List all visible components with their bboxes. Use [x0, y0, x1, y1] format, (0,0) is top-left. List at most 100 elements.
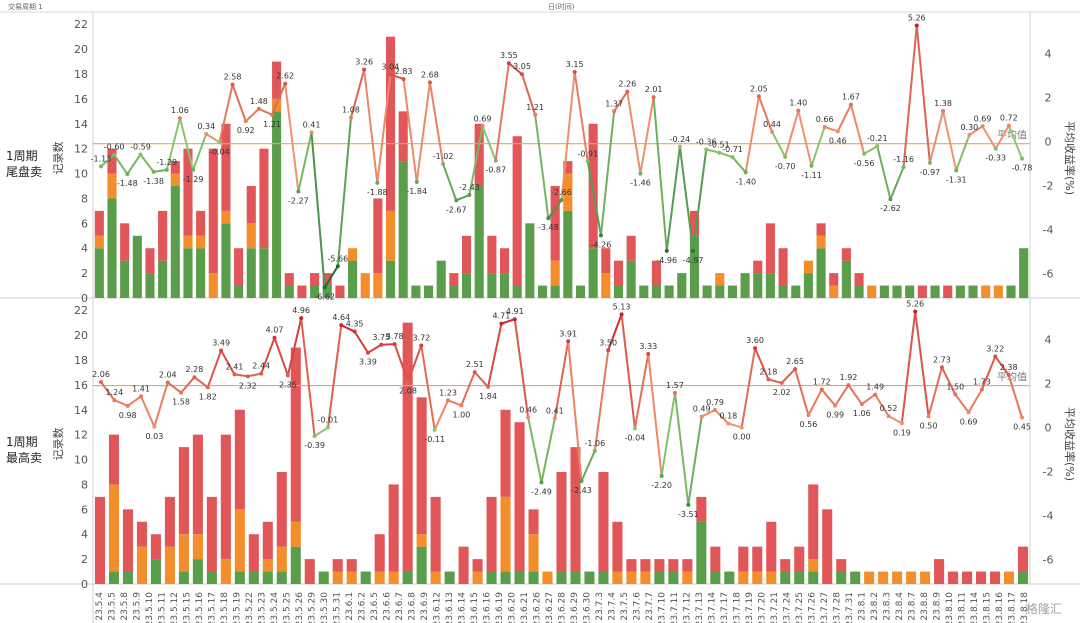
- line-segment: [153, 381, 169, 428]
- bar-segment: [346, 571, 357, 584]
- line-point: [835, 129, 840, 134]
- line-segment: [580, 449, 596, 483]
- bar-segment: [917, 285, 927, 298]
- bar-segment: [651, 260, 662, 286]
- line-segment: [113, 399, 129, 407]
- line-segment: [955, 133, 971, 172]
- line-point: [230, 82, 235, 87]
- bar-segment: [682, 571, 693, 584]
- x-tick-label: 23.6.6: [383, 592, 393, 621]
- bar-segment: [145, 248, 155, 274]
- line-segment: [1007, 124, 1023, 160]
- bar-segment: [668, 571, 679, 584]
- line-point: [848, 102, 853, 107]
- line-segment: [500, 318, 516, 325]
- line-point: [285, 373, 290, 378]
- data-label: -4.26: [591, 240, 612, 249]
- x-tick-label: 23.6.30: [582, 592, 592, 623]
- line-point: [243, 119, 248, 124]
- line-point: [846, 383, 851, 388]
- data-label: 1.21: [526, 103, 544, 112]
- x-tick-label: 23.5.12: [170, 592, 180, 623]
- line-point: [533, 112, 538, 117]
- line-point: [699, 414, 704, 419]
- bar-segment: [738, 546, 749, 572]
- data-label: 3.55: [500, 51, 518, 60]
- bar-segment: [262, 571, 273, 584]
- y2-tick-label: -2: [1043, 180, 1054, 193]
- bar-segment: [373, 198, 383, 274]
- bar-segment: [976, 571, 987, 584]
- line-segment: [784, 109, 800, 158]
- line-point: [822, 124, 827, 129]
- data-label: 1.67: [842, 93, 860, 102]
- data-label: 1.08: [342, 106, 360, 115]
- bar-segment: [122, 509, 133, 572]
- bar-segment: [499, 273, 510, 298]
- bar-segment: [968, 285, 978, 298]
- line-segment: [687, 415, 703, 506]
- bar-segment: [284, 273, 294, 286]
- y-tick-label: 2: [81, 553, 88, 566]
- header-left: 交易周期 1: [8, 3, 43, 11]
- line-segment: [731, 156, 747, 174]
- x-tick-label: 23.5.15: [183, 592, 193, 623]
- y-tick-label: 0: [81, 292, 88, 305]
- bar-segment: [234, 571, 245, 584]
- line-point: [552, 416, 557, 421]
- data-label: 3.33: [639, 342, 657, 351]
- bar-segment: [601, 273, 611, 298]
- bar-segment: [196, 235, 206, 249]
- line-segment: [647, 353, 663, 477]
- bar-segment: [120, 223, 130, 261]
- line-point: [165, 380, 170, 385]
- line-point: [467, 193, 472, 198]
- bar-segment: [651, 285, 662, 298]
- line-point: [259, 371, 264, 376]
- line-segment: [402, 78, 418, 184]
- line-segment: [994, 355, 1010, 376]
- y-tick-label: 16: [74, 93, 88, 106]
- x-tick-label: 23.7.3: [595, 592, 605, 621]
- bar-segment: [284, 285, 294, 298]
- bar-segment: [738, 571, 749, 584]
- bar-segment: [416, 397, 427, 535]
- data-label: -0.71: [722, 145, 743, 154]
- data-label: 0.18: [719, 411, 737, 420]
- bar-segment: [486, 496, 497, 572]
- bar-segment: [570, 447, 581, 572]
- x-tick-label: 23.7.20: [757, 592, 767, 623]
- y-tick-label: 10: [74, 168, 88, 181]
- line-segment: [244, 107, 260, 123]
- bar-segment: [753, 260, 763, 274]
- bar-segment: [854, 273, 864, 286]
- line-segment: [284, 82, 300, 193]
- line-point: [770, 129, 775, 134]
- bar-segment: [948, 571, 959, 584]
- data-label: -6.62: [314, 292, 335, 301]
- line-segment: [714, 409, 730, 425]
- row-label-1: 1周期 尾盘卖: [6, 148, 66, 180]
- bar-segment: [170, 173, 180, 186]
- line-segment: [100, 381, 116, 402]
- line-segment: [593, 349, 610, 452]
- line-segment: [660, 391, 676, 477]
- bar-segment: [346, 559, 357, 572]
- data-label: -0.36: [696, 137, 717, 146]
- bar-segment: [829, 285, 839, 298]
- line-segment: [340, 324, 356, 333]
- data-label: -2.49: [531, 487, 552, 496]
- bar-segment: [402, 571, 413, 584]
- line-point: [559, 198, 564, 203]
- x-tick-label: 23.7.24: [782, 592, 792, 623]
- line-point: [783, 154, 788, 159]
- data-label: 0.69: [960, 417, 978, 426]
- data-label: -0.91: [577, 150, 598, 159]
- data-label: 0.30: [960, 123, 978, 132]
- data-label: -0.60: [104, 143, 125, 152]
- x-tick-label: 23.5.4: [95, 592, 105, 621]
- x-tick-label: 23.5.25: [283, 592, 293, 623]
- bar-segment: [1006, 285, 1016, 298]
- bar-segment: [575, 285, 586, 298]
- bar-segment: [248, 534, 259, 572]
